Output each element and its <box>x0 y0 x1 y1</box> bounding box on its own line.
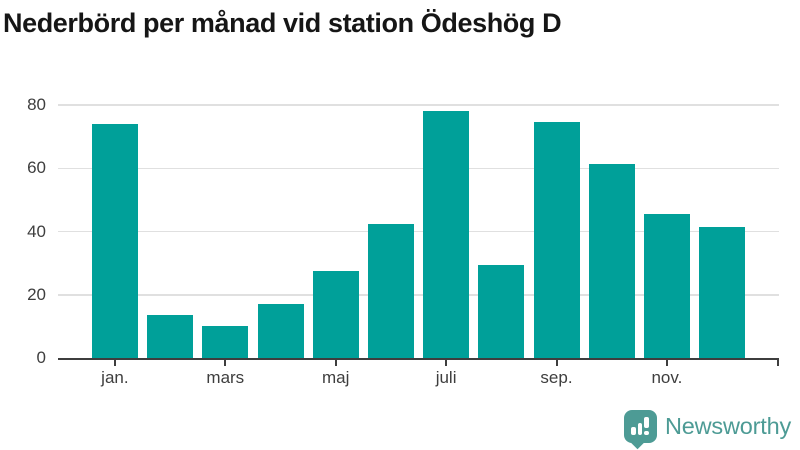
chart-title: Nederbörd per månad vid station Ödeshög … <box>3 8 562 38</box>
y-tick-label-20: 20 <box>27 284 46 304</box>
x-axis-end-tick <box>777 358 779 366</box>
logo-mini-bar-icon <box>631 427 636 435</box>
x-tick-nov. <box>665 360 668 366</box>
x-tick-mars <box>224 360 227 366</box>
x-tick-label-nov.: nov. <box>651 368 683 387</box>
x-tick-maj <box>334 360 337 366</box>
bar-month-11 <box>643 214 690 358</box>
y-tick-label-80: 80 <box>27 95 46 114</box>
logo-exclamation-icon <box>644 417 649 428</box>
y-tick-label-60: 60 <box>27 158 46 178</box>
y-tick-label-0: 0 <box>36 348 46 367</box>
bar-month-10 <box>588 163 635 358</box>
logo-exclamation-dot-icon <box>644 430 649 435</box>
x-tick-label-jan.: jan. <box>101 368 129 387</box>
x-tick-label-mars: mars <box>206 368 245 387</box>
x-tick-sep. <box>555 360 558 366</box>
newsworthy-logo-text: Newsworthy <box>665 413 791 439</box>
bar-month-3 <box>202 326 249 358</box>
bar-month-12 <box>699 226 746 358</box>
bar-month-7 <box>423 111 470 358</box>
bar-month-6 <box>367 223 414 358</box>
bar-month-2 <box>147 315 194 358</box>
logo-mini-bar-icon <box>637 423 643 435</box>
bar-month-4 <box>257 304 304 358</box>
x-tick-label-maj: maj <box>321 368 350 387</box>
bar-month-9 <box>533 122 580 358</box>
x-tick-label-juli: juli <box>435 368 457 387</box>
bar-month-5 <box>312 271 359 358</box>
x-tick-jan. <box>113 360 116 366</box>
x-tick-juli <box>445 360 448 366</box>
gridline-40 <box>58 230 779 233</box>
newsworthy-logo: Newsworthy <box>624 410 791 450</box>
gridline-20 <box>58 294 779 296</box>
gridline-60 <box>58 167 779 169</box>
gridline-80 <box>58 104 779 106</box>
x-axis-line <box>58 358 779 360</box>
bar-month-8 <box>478 264 525 358</box>
x-tick-label-sep.: sep. <box>540 368 573 387</box>
bar-month-1 <box>91 123 138 358</box>
newsworthy-logo-icon <box>624 410 658 450</box>
y-tick-label-40: 40 <box>27 221 46 241</box>
